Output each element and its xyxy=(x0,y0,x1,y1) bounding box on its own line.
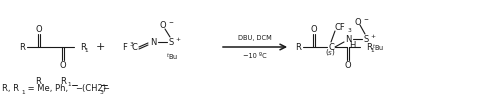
Text: R, R: R, R xyxy=(2,85,19,93)
Text: 1: 1 xyxy=(21,89,24,95)
Text: O: O xyxy=(160,20,166,30)
Text: +: + xyxy=(175,37,180,41)
Text: R: R xyxy=(19,42,25,51)
Text: ): ) xyxy=(332,49,334,55)
Text: S: S xyxy=(328,50,332,56)
Text: C: C xyxy=(328,42,334,51)
Text: O: O xyxy=(344,60,352,69)
Text: −(CH2): −(CH2) xyxy=(75,85,106,93)
Text: N: N xyxy=(345,34,351,43)
Text: O: O xyxy=(310,24,318,33)
Text: F: F xyxy=(122,42,128,51)
Text: (: ( xyxy=(326,49,328,55)
Text: H: H xyxy=(349,40,355,50)
Text: +: + xyxy=(96,42,104,52)
Text: −10 ºC: −10 ºC xyxy=(243,53,267,59)
Text: O: O xyxy=(60,60,66,69)
Text: R: R xyxy=(295,42,301,51)
Text: DBU, DCM: DBU, DCM xyxy=(238,35,272,41)
Text: R: R xyxy=(366,42,372,51)
Text: S: S xyxy=(168,38,173,47)
Text: 1: 1 xyxy=(370,48,374,52)
Text: 1: 1 xyxy=(67,81,70,87)
Text: −: − xyxy=(102,85,109,93)
Text: $^{t}$Bu: $^{t}$Bu xyxy=(372,41,384,52)
Text: 3: 3 xyxy=(99,89,103,95)
Text: N: N xyxy=(150,38,156,47)
Text: 3: 3 xyxy=(129,41,133,47)
Text: R: R xyxy=(80,42,86,51)
Text: R: R xyxy=(60,77,66,86)
Text: −: − xyxy=(168,20,173,24)
Text: 3: 3 xyxy=(347,28,351,32)
Text: +: + xyxy=(370,33,375,39)
Text: S: S xyxy=(364,34,368,43)
Text: = Me, Ph,: = Me, Ph, xyxy=(25,85,71,93)
Text: $^{t}$Bu: $^{t}$Bu xyxy=(166,50,178,61)
Text: −: − xyxy=(363,17,368,21)
Text: 1: 1 xyxy=(84,48,87,52)
Text: CF: CF xyxy=(334,22,345,31)
Text: O: O xyxy=(354,18,362,27)
Text: R: R xyxy=(35,77,41,86)
Text: O: O xyxy=(36,24,43,33)
Text: C: C xyxy=(131,42,137,51)
